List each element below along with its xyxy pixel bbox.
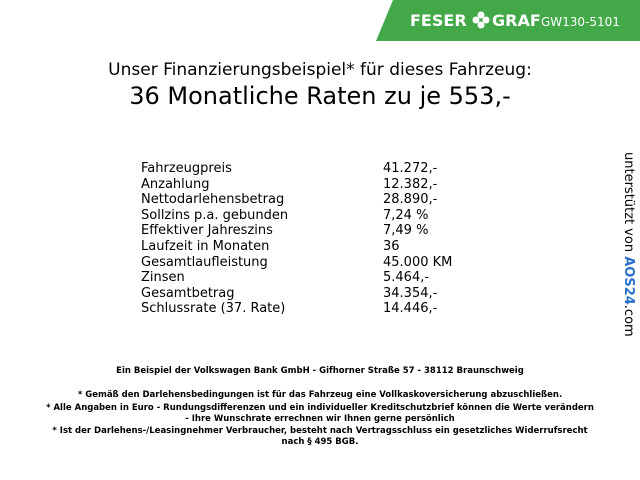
row-value: 7,49 %: [383, 223, 429, 239]
row-value: 12.382,-: [383, 176, 438, 192]
row-label: Schlussrate (37. Rate): [141, 301, 286, 317]
row-value: 28.890,-: [383, 192, 438, 208]
row-value: 41.272,-: [383, 161, 438, 176]
row-label: Anzahlung: [141, 176, 210, 192]
sponsor-prefix: unterstützt von: [621, 152, 636, 253]
brand-right: GRAF: [492, 11, 541, 30]
footnote-line: * Alle Angaben in Euro - Rundungsdiffere…: [46, 403, 594, 413]
footnote-line: - Ihre Wunschrate errechnen wir Ihnen ge…: [185, 414, 455, 424]
footnote-line: * Gemäß den Darlehensbedingungen ist für…: [77, 390, 563, 400]
row-value: 14.446,-: [383, 301, 438, 317]
footnote-line: nach § 495 BGB.: [281, 437, 359, 447]
row-label: Effektiver Jahreszins: [141, 223, 273, 239]
row-label: Gesamtbetrag: [141, 285, 235, 301]
row-value: 5.464,-: [383, 270, 430, 286]
row-label: Laufzeit in Monaten: [141, 239, 270, 254]
row-label: Nettodarlehensbetrag: [141, 192, 285, 208]
brand-icon: [472, 11, 490, 29]
row-value: 36: [383, 239, 400, 254]
brand-left: FESER: [410, 11, 467, 30]
sponsor-logo: AOS24: [621, 256, 636, 305]
row-value: 45.000 KM: [383, 254, 453, 270]
vehicle-id: GW130-5101: [541, 15, 620, 29]
title-line: Unser Finanzierungsbeispiel* für dieses …: [108, 60, 532, 80]
row-label: Sollzins p.a. gebunden: [141, 207, 289, 223]
row-value: 7,24 %: [383, 207, 429, 223]
row-value: 34.354,-: [383, 285, 438, 301]
row-label: Fahrzeugpreis: [141, 161, 232, 176]
title-rate: 36 Monatliche Raten zu je 553,-: [129, 82, 511, 110]
footnote-line: * Ist der Darlehens-/Leasingnehmer Verbr…: [52, 426, 588, 436]
row-label: Zinsen: [141, 270, 185, 286]
sponsor: unterstützt von AOS24.com: [621, 152, 636, 337]
row-label: Gesamtlaufleistung: [141, 254, 268, 270]
bank-note: Ein Beispiel der Volkswagen Bank GmbH - …: [116, 366, 524, 376]
banner-background: [376, 0, 640, 41]
sponsor-suffix: .com: [621, 304, 636, 337]
banner: FESER GRAF GW130-5101: [376, 0, 640, 41]
